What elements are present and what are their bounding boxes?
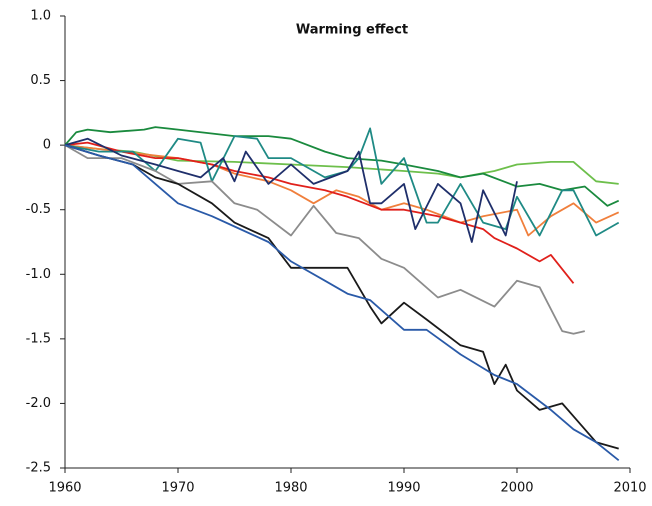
series-line [64, 126, 620, 207]
x-tick-label: 1980 [274, 481, 307, 496]
series-line [64, 141, 575, 284]
y-tick-label: -2.0 [26, 396, 51, 411]
x-tick-label: 2010 [613, 481, 646, 496]
chart-title: Warming effect [296, 23, 408, 38]
x-tick-label: 1970 [161, 481, 194, 496]
series-line [64, 144, 619, 450]
y-tick-label: -2.5 [26, 461, 51, 476]
y-tick-label: 1.0 [30, 9, 51, 24]
x-tick-label: 1990 [387, 481, 420, 496]
x-tick-label: 2000 [500, 481, 533, 496]
y-tick-label: -1.0 [26, 267, 51, 282]
series-line [64, 137, 518, 243]
series-line [64, 144, 620, 237]
x-tick-label: 1960 [48, 481, 81, 496]
y-tick-label: -1.5 [26, 331, 51, 346]
series-line [64, 144, 620, 462]
series-line [64, 127, 620, 237]
y-tick-label: -0.5 [26, 202, 51, 217]
y-tick-label: 0 [43, 138, 51, 153]
series-line [64, 144, 586, 335]
y-tick-label: 0.5 [30, 73, 51, 88]
